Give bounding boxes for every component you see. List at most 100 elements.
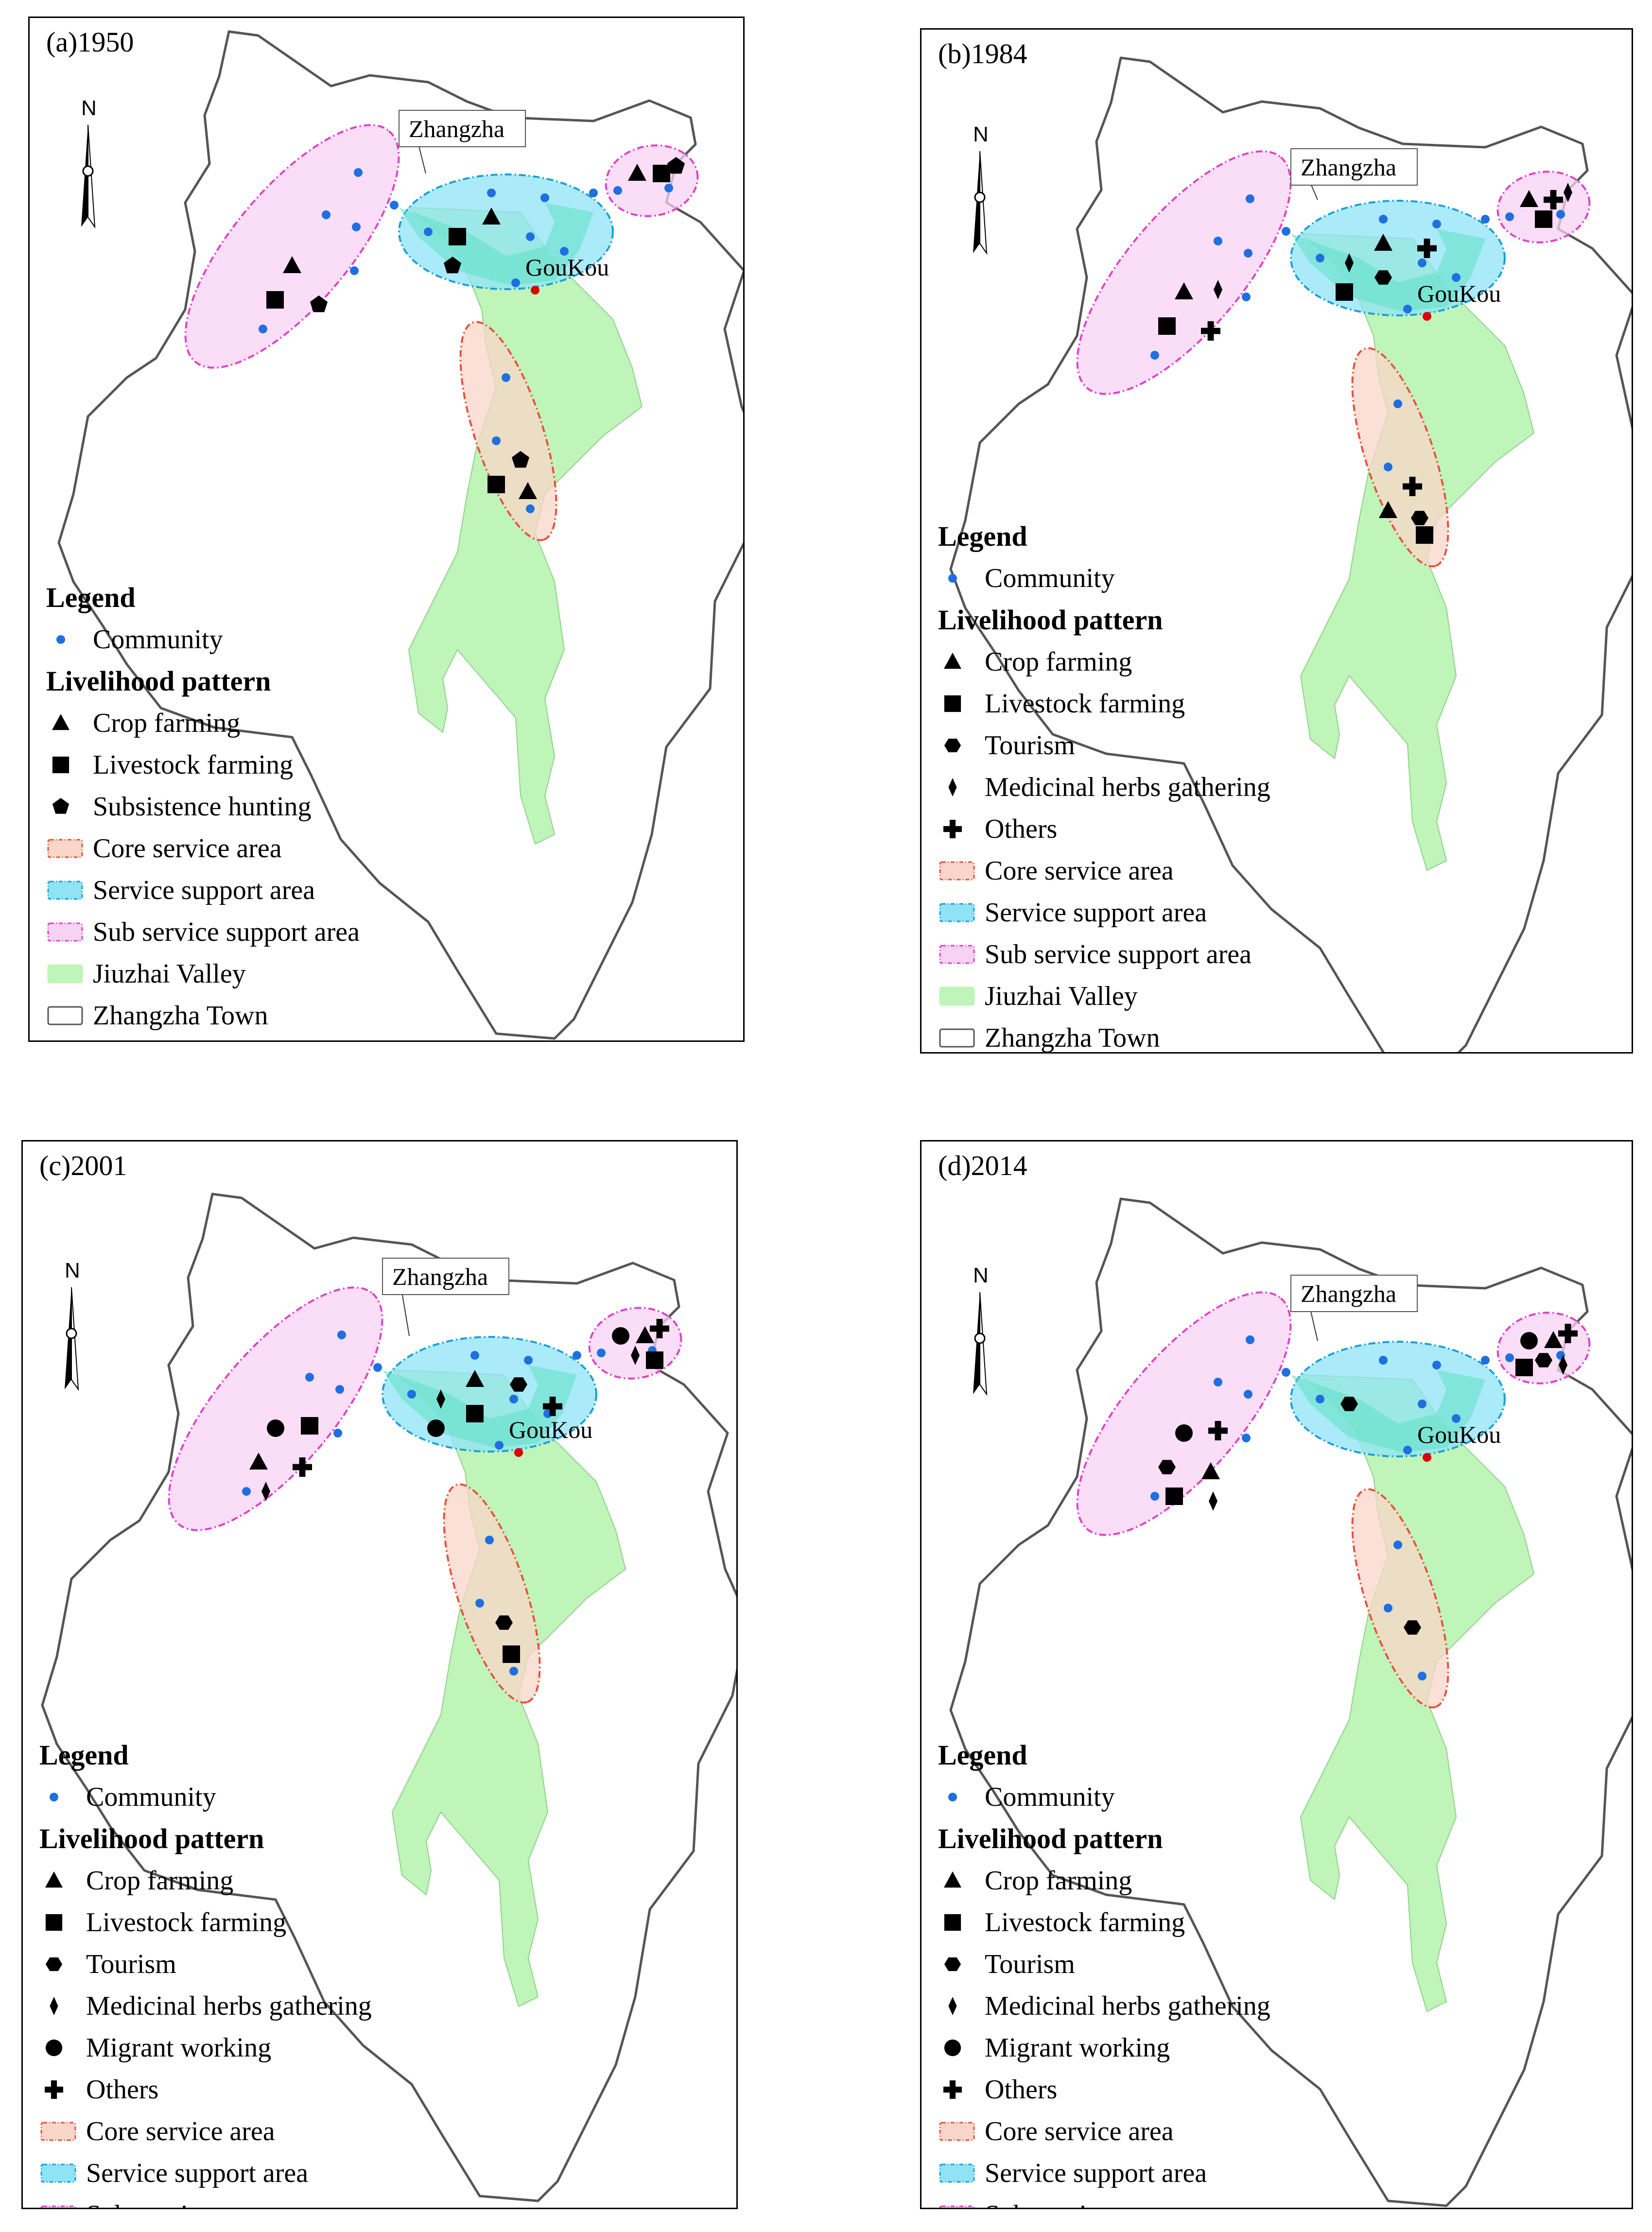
legend-others: Others [938, 808, 1270, 850]
hexagon-icon [45, 1957, 63, 1971]
community-dot [1481, 1356, 1490, 1365]
square-icon [52, 756, 70, 774]
zhangzha-callout [382, 1258, 509, 1295]
legend-label: Crop farming [985, 1866, 1132, 1896]
community-dot [1316, 254, 1324, 262]
legend-swatch [47, 881, 83, 900]
cross-icon [943, 820, 962, 838]
community-dot [1452, 1414, 1461, 1423]
legend-label: Tourism [86, 1949, 176, 1979]
pentagon-icon [667, 157, 685, 174]
hexagon-icon [944, 739, 961, 752]
square-icon [646, 1351, 663, 1369]
community-dot [524, 1356, 533, 1365]
legend-label: Tourism [985, 730, 1075, 761]
legend-herbs: Medicinal herbs gathering [938, 766, 1270, 808]
triangle-icon [943, 653, 962, 669]
triangle-icon [283, 256, 301, 273]
community-dot [305, 1373, 314, 1382]
goukou-point [1423, 312, 1431, 321]
community-dot [1418, 1672, 1426, 1680]
legend-herbs: Medicinal herbs gathering [39, 1985, 372, 2027]
legend-label: Community [985, 1782, 1115, 1812]
community-dot [1246, 194, 1254, 203]
diamond-icon [948, 1997, 957, 2015]
legend-swatch [939, 945, 975, 964]
cross-icon [293, 1457, 312, 1477]
community-dot [1150, 351, 1159, 360]
community-dot [1432, 1361, 1441, 1369]
zhangzha-callout [1290, 1275, 1418, 1312]
square-icon [944, 1914, 961, 1931]
community-dot [322, 210, 330, 219]
zhangzha-label: Zhangzha [1301, 1280, 1396, 1307]
circle-icon [267, 1419, 284, 1437]
community-dot [1282, 1368, 1290, 1377]
triangle-icon [1520, 190, 1538, 207]
cross-icon [943, 2080, 962, 2099]
legend-label: Service support area [86, 2158, 309, 2188]
legend-crop: Crop farming [39, 1860, 372, 1902]
community-dot [424, 227, 433, 236]
diamond-icon [1209, 1491, 1217, 1511]
legend: Legend Community Livelihood pattern Crop fa… [938, 1734, 1270, 2208]
diamond-icon [436, 1389, 445, 1409]
community-dot [242, 1487, 251, 1496]
square-icon [503, 1645, 520, 1663]
pentagon-icon [443, 257, 462, 274]
legend-swatch [40, 2163, 76, 2183]
legend-label: Livestock farming [985, 1907, 1185, 1938]
community-dot [487, 189, 496, 197]
legend-label: Migrant working [985, 2033, 1170, 2063]
valley-overlap [1291, 229, 1485, 311]
legend-title: Legend [46, 582, 136, 613]
community-dot [540, 193, 549, 202]
goukou-label: GouKou [1417, 1421, 1501, 1448]
legend-label: Jiuzhai Valley [93, 959, 246, 989]
panel-c: N Zhangzha GouKou (c)2001 Legend Community L… [21, 1140, 738, 2209]
legend-swatch [939, 2205, 975, 2208]
community-dot [573, 1351, 581, 1360]
community-dot [1379, 1356, 1388, 1365]
diamond-icon [948, 778, 957, 796]
legend-label: Zhangzha Town [985, 1023, 1160, 1053]
goukou-point [1423, 1453, 1431, 1462]
legend-crop: Crop farming [938, 641, 1270, 683]
square-icon [466, 1405, 484, 1422]
legend-swatch [939, 986, 975, 1006]
community-dot-icon [50, 1793, 58, 1801]
square-icon [944, 695, 961, 712]
community-dot [1316, 1395, 1324, 1403]
community-dot-icon [948, 1793, 957, 1801]
diamond-icon [1559, 1355, 1567, 1375]
legend-label: Tourism [985, 1949, 1075, 1979]
hexagon-icon [1535, 1353, 1552, 1367]
map-a: N Zhangzha GouKou [57, 30, 743, 1040]
legend-swatch [939, 903, 975, 922]
legend-label: Livestock farming [985, 689, 1185, 719]
square-icon [1535, 210, 1552, 228]
hexagon-icon [1340, 1397, 1358, 1411]
zhangzha-town-boundary [949, 1197, 1632, 2207]
circle-icon [1520, 1332, 1538, 1350]
cross-icon [543, 1397, 562, 1416]
legend-label: Core service area [93, 833, 282, 864]
legend-label: Community [86, 1782, 216, 1812]
community-dot [1244, 249, 1252, 258]
hexagon-icon [1374, 270, 1392, 285]
community-dot-icon [948, 574, 957, 583]
square-icon [449, 228, 466, 245]
community-dot [475, 1599, 484, 1608]
legend-support: Service support area [938, 2152, 1270, 2194]
legend-hunting: Subsistence hunting [46, 786, 360, 828]
legend-core: Core service area [938, 850, 1270, 892]
panel-a: N Zhangzha GouKou (a)1950 Legend Community L… [28, 17, 745, 1042]
legend-label: Crop farming [93, 708, 241, 738]
legend-swatch [939, 2163, 975, 2183]
triangle-icon [249, 1453, 268, 1470]
legend-town: Zhangzha Town [46, 995, 360, 1037]
goukou-point [514, 1448, 523, 1457]
square-icon [1158, 317, 1176, 335]
community-dot [1282, 227, 1290, 236]
community-dot [1403, 305, 1412, 313]
